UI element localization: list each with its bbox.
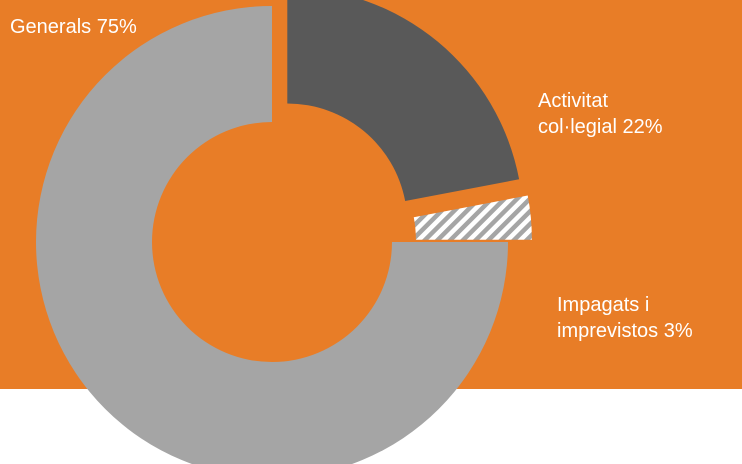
- label-line: Activitat: [538, 90, 609, 112]
- label-line: imprevistos 3%: [557, 320, 693, 342]
- donut-slice-2: [36, 6, 508, 464]
- label-line: Impagats i: [557, 294, 650, 316]
- slice-label-impagats-imprevistos: Impagats i imprevistos 3%: [557, 292, 693, 344]
- donut-slice-0: [287, 0, 520, 202]
- slice-label-activitat-collegial: Activitat col·legial 22%: [538, 88, 663, 140]
- label-line: Generals 75%: [10, 16, 137, 38]
- donut-slice-1: [413, 195, 532, 240]
- label-line: col·legial 22%: [538, 116, 663, 138]
- slice-label-generals: Generals 75%: [10, 14, 137, 40]
